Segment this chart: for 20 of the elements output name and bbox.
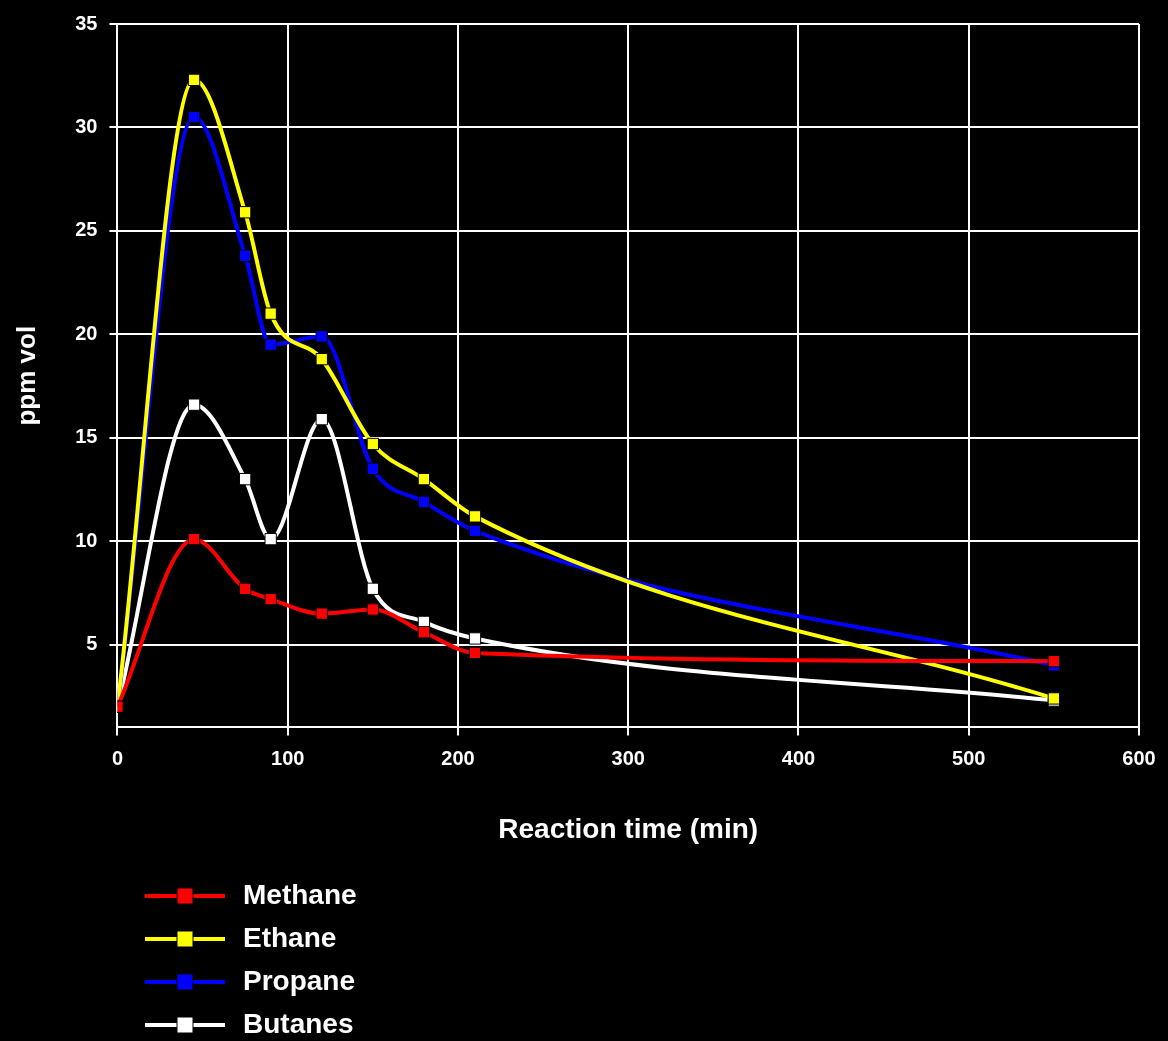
y-tick-label: 5 — [86, 632, 98, 655]
x-tick-label: 100 — [271, 746, 305, 769]
x-tick-label: 200 — [441, 746, 475, 769]
legend-label: Butanes — [243, 1007, 354, 1039]
y-tick-label: 25 — [75, 218, 98, 241]
x-tick-label: 600 — [1122, 746, 1156, 769]
y-tick-label: 10 — [75, 528, 98, 551]
x-tick-label: 400 — [781, 746, 816, 769]
legend-label: Methane — [243, 878, 357, 910]
x-tick-label: 500 — [952, 746, 986, 769]
y-axis-title: ppm vol — [10, 325, 41, 426]
legend-label: Ethane — [243, 921, 337, 953]
legend-label: Propane — [243, 964, 356, 996]
y-tick-label: 15 — [75, 425, 98, 448]
y-tick-label: 30 — [75, 114, 98, 137]
y-tick-label: 35 — [75, 11, 98, 34]
y-tick-label: 20 — [75, 321, 98, 344]
x-tick-label: 0 — [111, 746, 124, 769]
x-axis-title: Reaction time (min) — [498, 812, 759, 844]
x-tick-label: 300 — [611, 746, 645, 769]
